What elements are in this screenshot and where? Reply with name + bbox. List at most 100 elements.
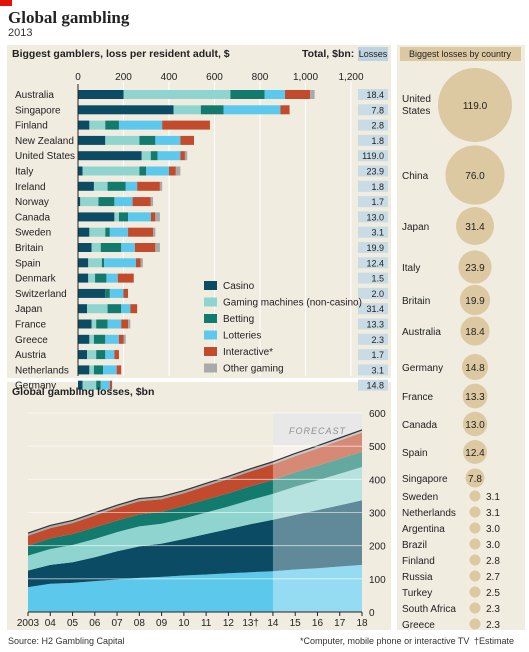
area-x-tick: 08: [134, 618, 146, 629]
bar-segment: [87, 304, 108, 314]
legend-swatch: [204, 314, 217, 323]
area-series: [28, 429, 362, 536]
bar-segment: [109, 380, 113, 390]
country-bubble: [438, 68, 512, 142]
bar-segment: [78, 151, 142, 161]
total-value: 2.0: [371, 289, 384, 299]
total-value: 18.4: [366, 90, 384, 100]
bubble-value: 2.8: [486, 556, 500, 567]
legend-label: Casino: [223, 281, 255, 292]
area-x-tick: 09: [156, 618, 168, 629]
bar-segment: [100, 243, 122, 252]
bar-total-label: Total, $bn:: [302, 48, 354, 60]
total-value: 12.4: [366, 258, 384, 268]
legend-swatch: [204, 281, 217, 290]
bar-segment: [93, 181, 108, 191]
country-bubble: [469, 570, 481, 582]
bar-segment: [89, 334, 94, 344]
total-cell: [358, 196, 388, 208]
bar-segment: [78, 90, 124, 99]
bar-segment: [78, 334, 90, 344]
bar-segment: [157, 151, 181, 161]
bar-segment: [78, 227, 90, 237]
bar-segment: [78, 135, 106, 145]
bar-segment: [78, 105, 174, 115]
country-label: Finland: [402, 556, 435, 567]
country-bubble: [469, 554, 481, 566]
bubble-title-box: [400, 47, 521, 61]
bar-segment: [128, 212, 151, 222]
forecast-label: FORECAST: [289, 426, 347, 436]
country-bubble: [469, 618, 481, 630]
bar-segment: [153, 227, 156, 237]
bar-segment: [96, 380, 101, 390]
bar-segment: [114, 212, 119, 222]
bar-segment: [89, 365, 94, 375]
bar-segment: [107, 181, 126, 191]
area-y-tick: 300: [369, 509, 386, 520]
country-label: Canada: [402, 420, 437, 431]
bar-segment: [150, 197, 154, 207]
country-bubble: [469, 506, 481, 518]
total-cell: [358, 134, 388, 146]
bar-segment: [78, 319, 92, 329]
bar-segment: [105, 350, 115, 360]
bubble-value: 13.0: [465, 420, 485, 431]
area-y-tick: 600: [369, 409, 386, 420]
bar-segment: [140, 258, 143, 268]
bar-segment: [100, 380, 110, 390]
country-bubble: [455, 206, 495, 246]
legend-swatch: [204, 330, 217, 340]
total-cell: [358, 119, 388, 131]
bar-segment: [180, 135, 195, 145]
losses-header: Losses: [359, 49, 388, 59]
bar-segment: [105, 135, 140, 145]
country-label: France: [402, 392, 434, 403]
country-bubble: [460, 316, 490, 346]
country-bubble: [462, 383, 488, 409]
bubble-value: 13.3: [465, 392, 485, 403]
brand-mark: [0, 0, 12, 6]
bar-x-tick: 600: [206, 72, 223, 83]
bar-segment: [88, 273, 96, 283]
bar-segment: [280, 105, 290, 115]
bar-segment: [91, 243, 101, 252]
country-bubble: [461, 353, 489, 381]
legend-swatch: [204, 347, 217, 356]
country-bubble: [459, 284, 491, 316]
bar-segment: [78, 258, 89, 268]
bar-segment: [78, 273, 89, 283]
legend-label: Other gaming: [223, 364, 284, 375]
bar-segment: [136, 258, 141, 268]
bar-category-label: Japan: [15, 304, 42, 315]
country-label: Italy: [402, 263, 420, 274]
bar-segment: [78, 350, 88, 360]
country-label: Sweden: [402, 492, 438, 503]
area-x-tick: 16: [312, 618, 324, 629]
total-cell: [358, 303, 388, 315]
bar-segment: [128, 227, 154, 237]
bar-x-tick: 0: [75, 72, 81, 83]
bubble-chart-title: Biggest losses by country: [409, 49, 512, 59]
source-note: Source: H2 Gambling Capital: [8, 636, 125, 646]
total-value: 7.8: [371, 105, 384, 115]
total-line: [27, 429, 363, 534]
bar-segment: [223, 105, 281, 115]
country-label: Germany: [402, 363, 443, 374]
total-cell: [358, 104, 388, 116]
bar-segment: [139, 166, 147, 176]
area-chart-title: Global gambling losses, $bn: [12, 386, 154, 398]
bubble-value: 3.0: [486, 540, 500, 551]
bubble-value: 18.4: [465, 327, 485, 338]
total-cell: [358, 89, 388, 100]
bar-segment: [105, 120, 119, 130]
bar-category-label: Italy: [15, 167, 33, 178]
area-y-tick: 400: [369, 475, 386, 486]
bar-category-label: Switzerland: [15, 289, 67, 300]
area-series: [28, 451, 362, 556]
area-x-tick: 14: [267, 618, 279, 629]
bar-segment: [78, 243, 92, 252]
total-value: 31.4: [366, 304, 384, 314]
total-value: 2.8: [371, 121, 384, 131]
bar-segment: [78, 365, 90, 375]
